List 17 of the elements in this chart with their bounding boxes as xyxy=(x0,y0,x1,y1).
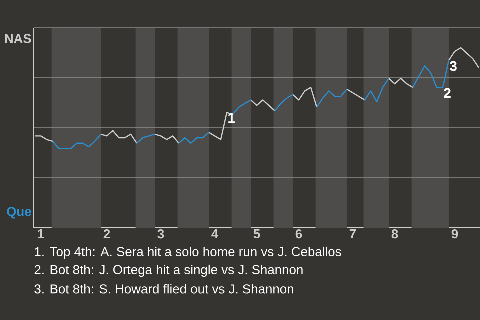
annotation: 1 xyxy=(228,114,236,124)
text: 3. Bot 8th: S. Howard flied out vs J. Shannon xyxy=(34,284,294,294)
text: NAS xyxy=(5,34,32,44)
x-tick-label: 5 xyxy=(254,230,260,239)
x-tick-label: 1 xyxy=(38,230,44,238)
annotation: 3 xyxy=(450,61,457,72)
text: 2. Bot 8th: J. Ortega hit a single vs J. Shannon xyxy=(34,264,303,278)
x-tick-label: 6 xyxy=(296,230,302,239)
x-tick-label: 7 xyxy=(350,230,356,238)
x-tick-label: 3 xyxy=(158,230,164,239)
text: Que xyxy=(7,207,32,219)
annotation: 2 xyxy=(444,88,451,98)
x-tick-label: 9 xyxy=(452,230,458,239)
x-tick-label: 2 xyxy=(104,230,110,239)
x-tick-label: 8 xyxy=(392,230,398,239)
text: 1. Top 4th: A. Sera hit a solo home run vs J. Ceballos xyxy=(35,246,342,260)
x-tick-label: 4 xyxy=(212,230,219,238)
